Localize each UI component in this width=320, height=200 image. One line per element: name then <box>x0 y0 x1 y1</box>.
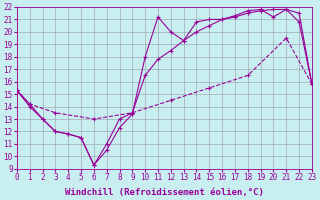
X-axis label: Windchill (Refroidissement éolien,°C): Windchill (Refroidissement éolien,°C) <box>65 188 264 197</box>
